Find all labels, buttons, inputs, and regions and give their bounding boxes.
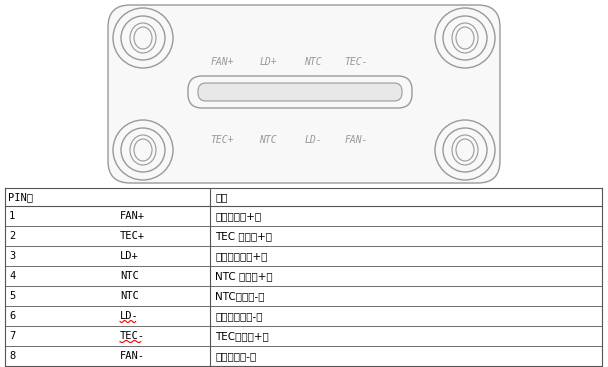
Text: NTC: NTC: [120, 271, 139, 281]
Ellipse shape: [452, 23, 478, 53]
Text: 5: 5: [9, 291, 15, 301]
Text: TEC 正极（+）: TEC 正极（+）: [215, 231, 272, 241]
Circle shape: [443, 16, 487, 60]
Circle shape: [443, 128, 487, 172]
Text: 3: 3: [9, 251, 15, 261]
FancyBboxPatch shape: [188, 76, 412, 108]
Ellipse shape: [130, 23, 156, 53]
Text: TEC负极（+）: TEC负极（+）: [215, 331, 269, 341]
Circle shape: [435, 8, 495, 68]
Text: 激光器正极（+）: 激光器正极（+）: [215, 251, 268, 261]
Text: 风扇正极（+）: 风扇正极（+）: [215, 211, 261, 221]
Text: NTC: NTC: [304, 57, 322, 67]
Text: TEC-: TEC-: [344, 57, 368, 67]
Text: 8: 8: [9, 351, 15, 361]
Text: NTC 电阴（+）: NTC 电阴（+）: [215, 271, 272, 281]
Text: NTC: NTC: [259, 135, 277, 145]
Text: 定义: 定义: [215, 192, 227, 202]
Circle shape: [113, 8, 173, 68]
Text: 风扇负极（-）: 风扇负极（-）: [215, 351, 256, 361]
Text: LD+: LD+: [259, 57, 277, 67]
Text: 7: 7: [9, 331, 15, 341]
Text: 2: 2: [9, 231, 15, 241]
Text: FAN-: FAN-: [120, 351, 145, 361]
Text: FAN+: FAN+: [210, 57, 233, 67]
Ellipse shape: [452, 135, 478, 165]
Text: FAN-: FAN-: [344, 135, 368, 145]
Text: LD-: LD-: [120, 311, 139, 321]
Text: TEC+: TEC+: [210, 135, 233, 145]
Text: 激光器负极（-）: 激光器负极（-）: [215, 311, 263, 321]
Ellipse shape: [134, 139, 152, 161]
Ellipse shape: [456, 139, 474, 161]
FancyBboxPatch shape: [108, 5, 500, 183]
Circle shape: [435, 120, 495, 180]
Text: TEC+: TEC+: [120, 231, 145, 241]
Text: NTC电阴（-）: NTC电阴（-）: [215, 291, 264, 301]
Ellipse shape: [456, 27, 474, 49]
Text: 1: 1: [9, 211, 15, 221]
Text: LD+: LD+: [120, 251, 139, 261]
Circle shape: [113, 120, 173, 180]
FancyBboxPatch shape: [198, 83, 402, 101]
Text: LD-: LD-: [304, 135, 322, 145]
Text: TEC-: TEC-: [120, 331, 145, 341]
Ellipse shape: [134, 27, 152, 49]
Text: FAN+: FAN+: [120, 211, 145, 221]
Text: 4: 4: [9, 271, 15, 281]
Ellipse shape: [130, 135, 156, 165]
Text: 6: 6: [9, 311, 15, 321]
Text: PIN脚: PIN脚: [8, 192, 33, 202]
Text: NTC: NTC: [120, 291, 139, 301]
Circle shape: [121, 16, 165, 60]
Circle shape: [121, 128, 165, 172]
